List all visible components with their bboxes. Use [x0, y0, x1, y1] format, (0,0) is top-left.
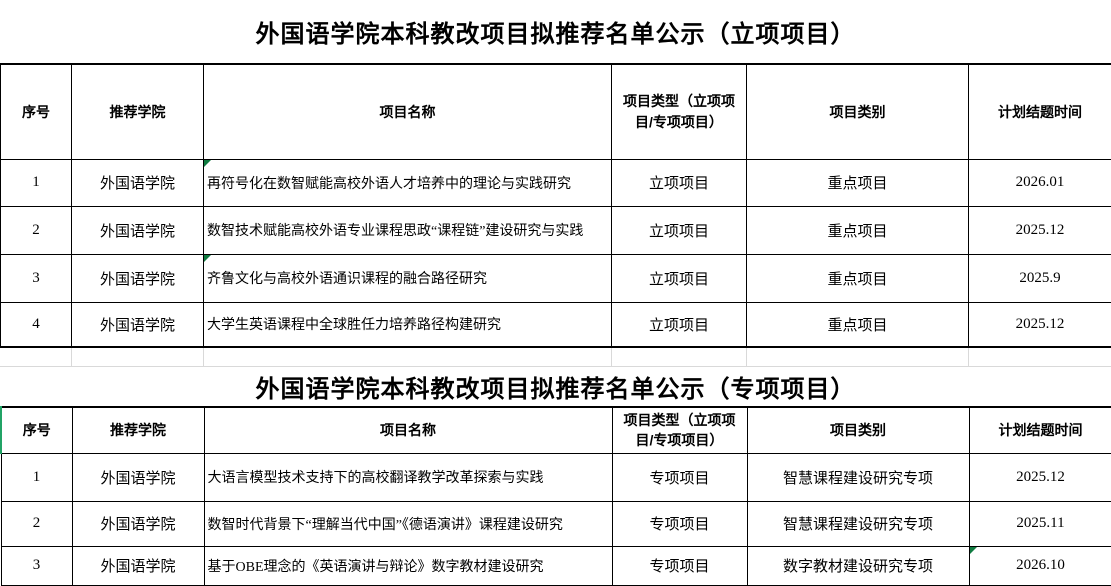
cell-project-name[interactable]: 大学生英语课程中全球胜任力培养路径构建研究: [203, 301, 612, 348]
col-header-project-type[interactable]: 项目类型（立项项目/专项项目）: [611, 406, 748, 454]
cell-project-type[interactable]: 立项项目: [611, 253, 747, 303]
cell-category[interactable]: 重点项目: [746, 158, 969, 207]
table-row: 4 外国语学院 大学生英语课程中全球胜任力培养路径构建研究 立项项目 重点项目 …: [0, 301, 1111, 348]
cell-end-date[interactable]: 2026.01: [968, 158, 1111, 207]
cell-project-name[interactable]: 齐鲁文化与高校外语通识课程的融合路径研究: [203, 253, 612, 303]
col-header-project-type[interactable]: 项目类型（立项项目/专项项目）: [611, 63, 747, 160]
error-triangle-icon: [970, 547, 977, 554]
table1-header-row: 序号 推荐学院 项目名称 项目类型（立项项目/专项项目） 项目类别 计划结题时间: [0, 63, 1111, 160]
table2-header-row: 序号 推荐学院 项目名称 项目类型（立项项目/专项项目） 项目类别 计划结题时间: [0, 406, 1111, 454]
cell-seq[interactable]: 4: [0, 301, 72, 348]
cell-project-name[interactable]: 数智技术赋能高校外语专业课程思政“课程链”建设研究与实践: [203, 205, 612, 255]
col-header-seq[interactable]: 序号: [0, 63, 72, 160]
cell-project-name[interactable]: 基于OBE理念的《英语演讲与辩论》数字教材建设研究: [203, 545, 613, 586]
cell-category[interactable]: 重点项目: [746, 301, 969, 348]
cell-end-date[interactable]: 2025.12: [968, 205, 1111, 255]
table-row: 3 外国语学院 齐鲁文化与高校外语通识课程的融合路径研究 立项项目 重点项目 2…: [0, 253, 1111, 303]
cell-category[interactable]: 重点项目: [746, 205, 969, 255]
cell-project-type[interactable]: 立项项目: [611, 205, 747, 255]
cell-project-name[interactable]: 数智时代背景下“理解当代中国”《德语演讲》课程建设研究: [203, 500, 613, 547]
cell-end-date[interactable]: 2025.12: [968, 452, 1111, 502]
cell-project-type[interactable]: 专项项目: [611, 452, 748, 502]
cell-seq[interactable]: 1: [0, 158, 72, 207]
cell-end-date[interactable]: 2025.12: [968, 301, 1111, 348]
col-header-seq[interactable]: 序号: [0, 406, 73, 454]
cell-seq[interactable]: 1: [0, 452, 73, 502]
table2-title: 外国语学院本科教改项目拟推荐名单公示（专项项目）: [255, 376, 856, 403]
col-header-category[interactable]: 项目类别: [746, 63, 969, 160]
table1-title: 外国语学院本科教改项目拟推荐名单公示（立项项目）: [255, 21, 856, 48]
cell-project-name[interactable]: 大语言模型技术支持下的高校翻译教学改革探索与实践: [203, 452, 613, 502]
col-header-project-name[interactable]: 项目名称: [203, 406, 613, 454]
col-header-end-date[interactable]: 计划结题时间: [968, 406, 1111, 454]
table-row: 2 外国语学院 数智时代背景下“理解当代中国”《德语演讲》课程建设研究 专项项目…: [0, 500, 1111, 547]
cell-category[interactable]: 数字教材建设研究专项: [746, 545, 970, 586]
error-triangle-icon: [204, 160, 211, 167]
table-row: 1 外国语学院 大语言模型技术支持下的高校翻译教学改革探索与实践 专项项目 智慧…: [0, 452, 1111, 502]
cell-project-type[interactable]: 立项项目: [611, 301, 747, 348]
table-row: 2 外国语学院 数智技术赋能高校外语专业课程思政“课程链”建设研究与实践 立项项…: [0, 205, 1111, 255]
cell-category[interactable]: 智慧课程建设研究专项: [746, 452, 970, 502]
table-row: 3 外国语学院 基于OBE理念的《英语演讲与辩论》数字教材建设研究 专项项目 数…: [0, 545, 1111, 586]
cell-college[interactable]: 外国语学院: [71, 158, 204, 207]
cell-college[interactable]: 外国语学院: [71, 452, 205, 502]
error-triangle-icon: [204, 255, 211, 262]
cell-seq[interactable]: 2: [0, 205, 72, 255]
cell-category[interactable]: 重点项目: [746, 253, 969, 303]
cell-college[interactable]: 外国语学院: [71, 253, 204, 303]
cell-project-type[interactable]: 专项项目: [611, 545, 748, 586]
cell-project-type[interactable]: 专项项目: [611, 500, 748, 547]
cell-end-date[interactable]: 2025.11: [968, 500, 1111, 547]
cell-college[interactable]: 外国语学院: [71, 301, 204, 348]
col-header-project-name[interactable]: 项目名称: [203, 63, 612, 160]
cell-seq[interactable]: 3: [0, 253, 72, 303]
cell-project-type[interactable]: 立项项目: [611, 158, 747, 207]
cell-category[interactable]: 智慧课程建设研究专项: [746, 500, 970, 547]
col-header-college[interactable]: 推荐学院: [71, 406, 205, 454]
cell-end-date[interactable]: 2025.9: [968, 253, 1111, 303]
cell-seq[interactable]: 3: [0, 545, 73, 586]
cell-college[interactable]: 外国语学院: [71, 545, 205, 586]
projects-table-lixiang: 序号 推荐学院 项目名称 项目类型（立项项目/专项项目） 项目类别 计划结题时间…: [0, 63, 1111, 348]
cell-college[interactable]: 外国语学院: [71, 205, 204, 255]
cell-project-name[interactable]: 再符号化在数智赋能高校外语人才培养中的理论与实践研究: [203, 158, 612, 207]
gridline-spacer: [0, 348, 1111, 367]
cell-college[interactable]: 外国语学院: [71, 500, 205, 547]
col-header-college[interactable]: 推荐学院: [71, 63, 204, 160]
table-row: 1 外国语学院 再符号化在数智赋能高校外语人才培养中的理论与实践研究 立项项目 …: [0, 158, 1111, 207]
cell-seq[interactable]: 2: [0, 500, 73, 547]
col-header-category[interactable]: 项目类别: [746, 406, 970, 454]
projects-table-zhuanxiang: 序号 推荐学院 项目名称 项目类型（立项项目/专项项目） 项目类别 计划结题时间…: [0, 406, 1111, 586]
cell-end-date[interactable]: 2026.10: [968, 545, 1111, 586]
col-header-end-date[interactable]: 计划结题时间: [968, 63, 1111, 160]
